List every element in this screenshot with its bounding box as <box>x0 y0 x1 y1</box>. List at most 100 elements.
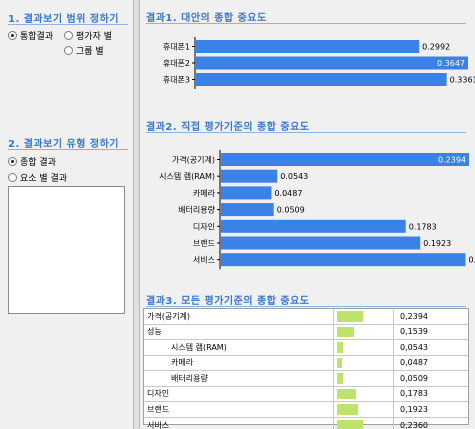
chart-category-label: 휴대폰3 <box>163 76 190 85</box>
result2-title-underline <box>146 132 466 133</box>
chart-bar <box>221 219 406 233</box>
table-row-name: 가격(공기계) <box>144 309 334 324</box>
element-listbox[interactable] <box>8 186 125 314</box>
radio-by-evaluator[interactable]: 평가자 별 <box>64 29 112 42</box>
table-row: 카메라 0,0487 <box>144 355 468 371</box>
chart-category-label: 배터리용량 <box>178 205 215 215</box>
chart-bar <box>221 153 469 166</box>
chart-value-label: 0.0543 <box>280 172 308 181</box>
chart-value-label: 0.0509 <box>277 206 305 215</box>
radio-by-group[interactable]: 그룹 별 <box>64 44 104 57</box>
table-row-value: 0,1539 <box>400 327 428 337</box>
table-bar <box>337 311 363 322</box>
chart-value-label: 0.1923 <box>423 239 451 248</box>
criteria-bar-chart: 가격(공기계) 0.2394 시스템 램(RAM) 0.0543 카메라 0.0487 배터… <box>159 150 475 270</box>
radio-icon <box>64 46 73 55</box>
table-bar <box>337 342 343 353</box>
alternatives-bar-chart: 휴대폰1 0.2992 휴대폰2 0.3647 휴대폰3 0.3361 <box>163 37 475 89</box>
radio-icon <box>8 173 17 182</box>
scope-title-underline <box>8 24 128 25</box>
chart-category-label: 디자인 <box>193 221 215 231</box>
table-row-value: 0,0543 <box>400 342 428 352</box>
table-row-name: 성능 <box>144 324 334 339</box>
table-bar <box>337 419 363 429</box>
table-row-name: 서비스 <box>144 417 334 429</box>
chart-value-label: 0.236 <box>468 256 475 265</box>
chart-bar <box>196 56 468 70</box>
radio-label: 요소 별 결과 <box>20 174 68 184</box>
chart-value-label: 0.0487 <box>274 189 302 198</box>
table-bar <box>337 404 358 415</box>
chart-category-label: 서비스 <box>193 256 215 265</box>
radio-icon <box>8 31 17 40</box>
table-bar-cell <box>334 324 394 339</box>
result2-title: 결과2. 직접 평가기준의 종합 중요도 <box>146 122 310 133</box>
table-bar-cell <box>334 371 394 386</box>
table-bar-cell <box>334 340 394 355</box>
radio-label: 통합결과 <box>20 32 54 42</box>
radio-icon <box>64 31 73 40</box>
table-row: 서비스 0,2360 <box>144 417 468 429</box>
table-bar-cell <box>334 386 394 401</box>
chart-category-label: 시스템 램(RAM) <box>159 171 215 181</box>
chart-value-label: 0.2992 <box>422 43 450 52</box>
chart-bar <box>221 186 272 200</box>
table-row: 성능 0,1539 <box>144 324 468 340</box>
result3-title: 결과3. 모든 평가기준의 종합 중요도 <box>146 296 310 307</box>
result1-title-underline <box>146 23 466 24</box>
table-bar <box>337 373 343 384</box>
table-row-value: 0,1783 <box>400 389 428 399</box>
table-bar <box>337 326 354 337</box>
radio-label: 평가자 별 <box>76 32 112 42</box>
chart-category-label: 카메라 <box>193 189 216 198</box>
table-row: 가격(공기계) 0,2394 <box>144 309 468 325</box>
table-row-name: 디자인 <box>144 386 334 401</box>
all-criteria-table: 가격(공기계) 0,2394 성능 0,1539 시스템 램(RAM) 0,0543 카메라… <box>143 308 469 429</box>
radio-icon <box>8 157 17 166</box>
table-row-name: 시스템 램(RAM) <box>144 340 334 355</box>
chart-category-label: 휴대폰2 <box>163 59 190 68</box>
table-bar-cell <box>334 402 394 417</box>
chart-bar <box>196 73 447 86</box>
table-row-name: 카메라 <box>144 355 334 370</box>
scope-section-title: 1. 결과보기 범위 정하기 <box>8 14 120 25</box>
radio-overall-result[interactable]: 종합 결과 <box>8 155 56 168</box>
table-row: 브랜드 0,1923 <box>144 402 468 418</box>
chart-category-label: 브랜드 <box>193 238 215 248</box>
table-row-value: 0,1923 <box>400 404 428 414</box>
table-row-name: 배터리용량 <box>144 371 334 386</box>
table-bar-cell <box>334 355 394 370</box>
table-row-value: 0,2360 <box>400 420 428 429</box>
radio-label: 그룹 별 <box>76 47 104 57</box>
table-bar-cell <box>334 417 394 429</box>
chart-value-label: 0.1783 <box>409 222 437 231</box>
table-row: 디자인 0,1783 <box>144 386 468 402</box>
chart-bar <box>221 203 274 217</box>
table-row: 시스템 램(RAM) 0,0543 <box>144 340 468 356</box>
chart-bar <box>196 40 420 53</box>
radio-label: 종합 결과 <box>20 158 56 168</box>
table-bar-cell <box>334 309 394 324</box>
chart-value-label: 0.2394 <box>438 156 466 165</box>
chart-bar <box>221 236 421 250</box>
table-row-value: 0,0509 <box>400 373 428 383</box>
table-bar <box>337 357 343 368</box>
chart-category-label: 휴대폰1 <box>163 43 190 52</box>
radio-integrated-result[interactable]: 통합결과 <box>8 29 53 42</box>
table-row-name: 브랜드 <box>144 402 334 417</box>
type-section-title: 2. 결과보기 유형 정하기 <box>8 139 120 150</box>
result3-title-underline <box>146 306 466 307</box>
chart-value-label: 0.3647 <box>437 59 465 68</box>
result1-title: 결과1. 대안의 종합 중요도 <box>146 13 267 24</box>
chart-bar <box>221 253 466 267</box>
table-row: 배터리용량 0,0509 <box>144 371 468 387</box>
chart-bar <box>221 169 278 183</box>
panel-splitter[interactable] <box>133 0 140 429</box>
table-row-value: 0,0487 <box>400 358 428 368</box>
radio-by-element[interactable]: 요소 별 결과 <box>8 171 67 184</box>
chart-category-label: 가격(공기계) <box>172 155 215 165</box>
chart-value-label: 0.3361 <box>450 76 475 85</box>
table-bar <box>337 388 357 399</box>
type-title-underline <box>8 149 128 150</box>
table-row-value: 0,2394 <box>400 311 428 321</box>
